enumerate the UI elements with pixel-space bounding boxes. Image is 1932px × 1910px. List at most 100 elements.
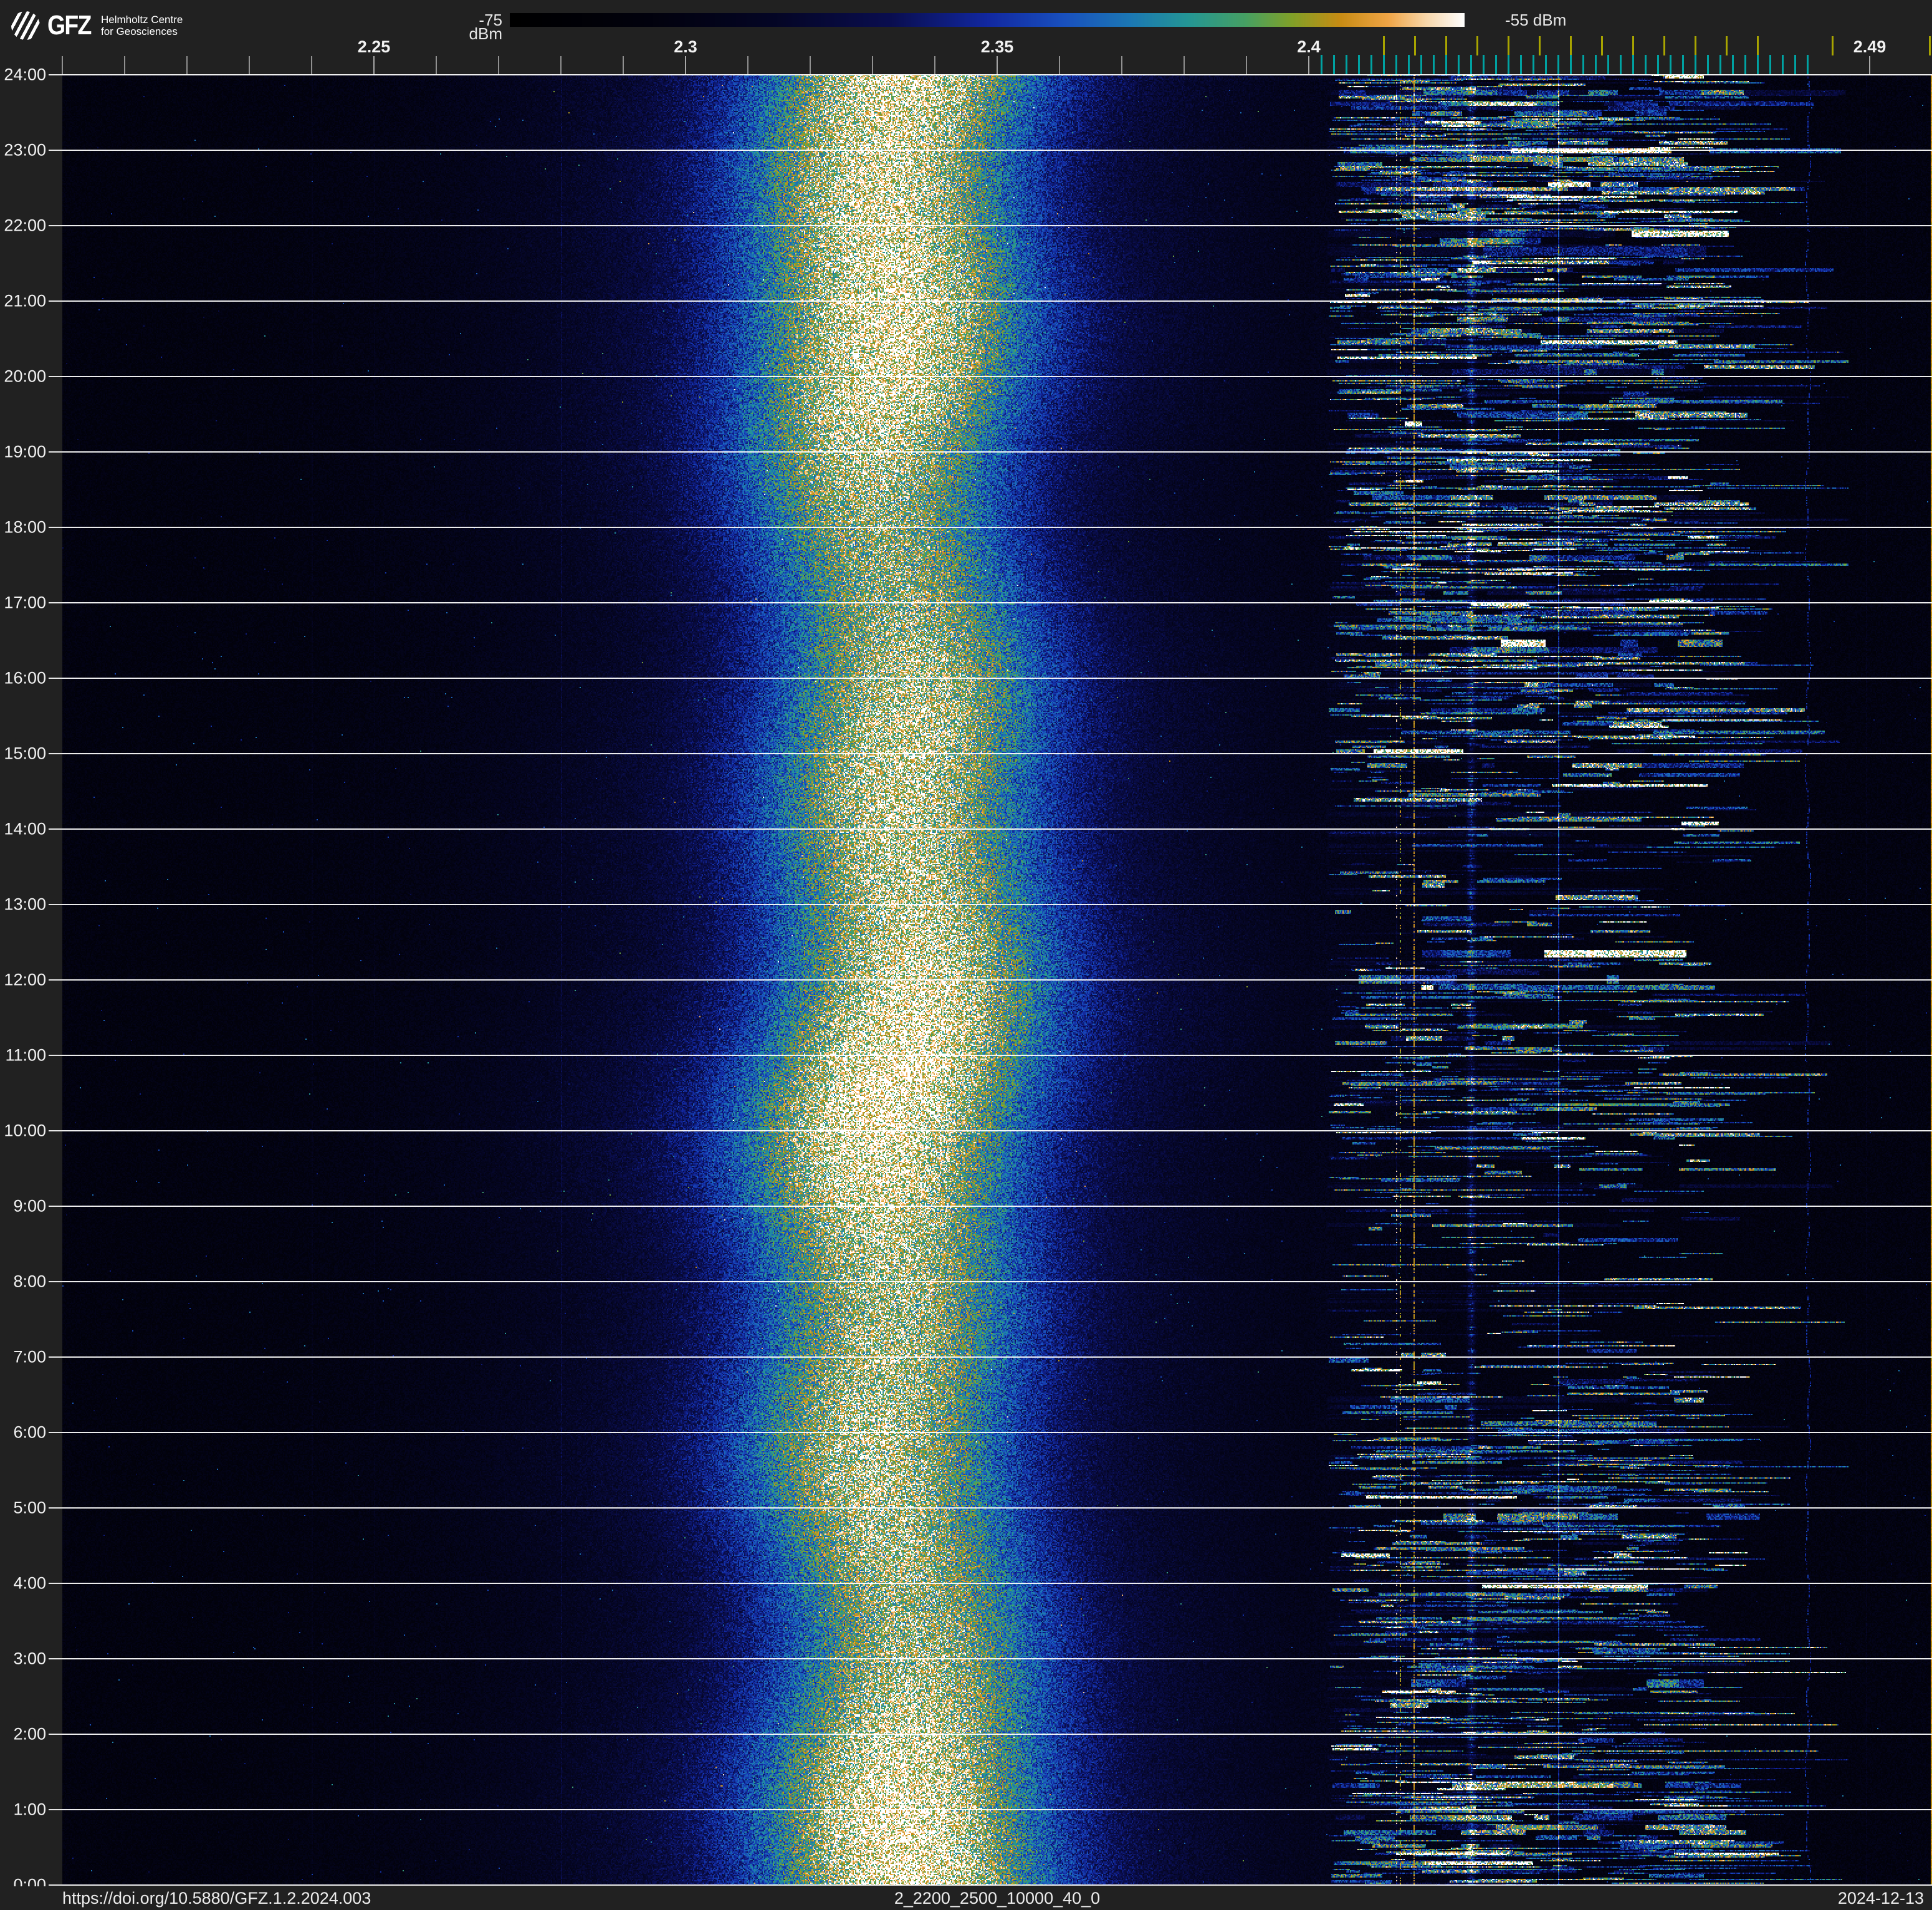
wifi-channel-tick bbox=[1632, 36, 1634, 55]
ble-channel-tick bbox=[1458, 55, 1460, 75]
ble-channel-tick bbox=[1333, 55, 1335, 75]
hour-gridline bbox=[62, 376, 1932, 377]
wifi-channel-tick bbox=[1726, 36, 1728, 55]
freq-major-tick bbox=[1869, 56, 1870, 75]
hour-tick bbox=[49, 904, 62, 905]
hour-gridline bbox=[62, 753, 1932, 754]
freq-tick-label: 2.49 bbox=[1853, 37, 1887, 56]
freq-tick-label: 2.25 bbox=[357, 37, 391, 56]
hour-tick-label: 9:00 bbox=[13, 1196, 46, 1216]
hour-gridline bbox=[62, 527, 1932, 528]
wifi-channel-tick bbox=[1476, 36, 1478, 55]
doi-link[interactable]: https://doi.org/10.5880/GFZ.1.2.2024.003 bbox=[62, 1889, 371, 1908]
hour-tick-label: 21:00 bbox=[4, 291, 46, 310]
hour-tick bbox=[49, 602, 62, 603]
ble-channel-tick bbox=[1358, 55, 1360, 75]
ble-channel-tick bbox=[1682, 55, 1684, 75]
ble-channel-tick bbox=[1395, 55, 1397, 75]
ble-channel-tick bbox=[1483, 55, 1485, 75]
hour-gridline bbox=[62, 150, 1932, 151]
freq-minor-tick bbox=[311, 56, 312, 75]
hour-gridline bbox=[62, 1658, 1932, 1659]
hour-tick-label: 18:00 bbox=[4, 517, 46, 537]
hour-gridline bbox=[62, 1281, 1932, 1282]
hour-tick bbox=[49, 527, 62, 528]
hour-tick bbox=[49, 1281, 62, 1282]
hour-gridline bbox=[62, 300, 1932, 302]
hour-tick bbox=[49, 678, 62, 679]
wifi-channel-tick bbox=[1601, 36, 1603, 55]
hour-gridline bbox=[62, 1130, 1932, 1131]
hour-gridline bbox=[62, 1734, 1932, 1735]
freq-minor-tick bbox=[1184, 56, 1185, 75]
ble-channel-tick bbox=[1782, 55, 1784, 75]
ble-channel-tick bbox=[1545, 55, 1547, 75]
hour-tick bbox=[49, 150, 62, 151]
hour-gridline bbox=[62, 602, 1932, 603]
hour-gridline bbox=[62, 828, 1932, 830]
ble-channel-tick bbox=[1370, 55, 1372, 75]
freq-tick-label: 2.3 bbox=[674, 37, 697, 56]
hour-tick-label: 13:00 bbox=[4, 895, 46, 914]
ble-channel-tick bbox=[1346, 55, 1347, 75]
freq-minor-tick bbox=[1121, 56, 1122, 75]
freq-major-tick bbox=[997, 56, 998, 75]
hour-gridline bbox=[62, 1809, 1932, 1810]
ble-channel-tick bbox=[1695, 55, 1696, 75]
hour-tick bbox=[49, 979, 62, 981]
ble-channel-tick bbox=[1557, 55, 1559, 75]
hour-tick-label: 1:00 bbox=[13, 1800, 46, 1819]
ble-channel-tick bbox=[1383, 55, 1385, 75]
gfz-logo-text: GFZ Helmholtz Centre for Geosciences bbox=[47, 10, 183, 41]
hour-gridline bbox=[62, 1884, 1932, 1886]
wifi-channel-tick bbox=[1445, 36, 1447, 55]
hour-gridline bbox=[62, 451, 1932, 453]
hour-tick bbox=[49, 1884, 62, 1886]
footer-bar bbox=[0, 1886, 1932, 1910]
ble-channel-tick bbox=[1707, 55, 1709, 75]
ble-channel-tick bbox=[1433, 55, 1435, 75]
hour-tick-label: 14:00 bbox=[4, 819, 46, 838]
ble-channel-tick bbox=[1620, 55, 1622, 75]
ble-channel-tick bbox=[1807, 55, 1809, 75]
freq-major-tick bbox=[685, 56, 686, 75]
wifi-channel-tick bbox=[1383, 36, 1385, 55]
ble-channel-tick bbox=[1732, 55, 1734, 75]
hour-tick-label: 2:00 bbox=[13, 1724, 46, 1744]
hour-tick-label: 12:00 bbox=[4, 970, 46, 989]
freq-minor-tick bbox=[186, 56, 188, 75]
hour-gridline bbox=[62, 904, 1932, 905]
ble-channel-tick bbox=[1794, 55, 1796, 75]
wifi-channel-tick bbox=[1832, 36, 1834, 55]
wifi-channel-tick bbox=[1414, 36, 1416, 55]
freq-minor-tick bbox=[560, 56, 562, 75]
hour-tick bbox=[49, 828, 62, 830]
date-label: 2024-12-13 bbox=[1837, 1889, 1924, 1908]
hour-tick bbox=[49, 1055, 62, 1056]
freq-major-tick bbox=[373, 56, 375, 75]
hour-tick-label: 22:00 bbox=[4, 216, 46, 235]
hour-tick bbox=[49, 1507, 62, 1509]
ble-channel-tick bbox=[1744, 55, 1746, 75]
hour-tick-label: 7:00 bbox=[13, 1347, 46, 1366]
hour-gridline bbox=[62, 1055, 1932, 1056]
freq-minor-tick bbox=[934, 56, 935, 75]
hour-tick-label: 5:00 bbox=[13, 1498, 46, 1517]
ble-channel-tick bbox=[1595, 55, 1597, 75]
colorbar-min-label: -75 dBm bbox=[469, 11, 502, 43]
hour-gridline bbox=[62, 1356, 1932, 1358]
hour-tick bbox=[49, 1809, 62, 1810]
freq-minor-tick bbox=[436, 56, 437, 75]
freq-minor-tick bbox=[249, 56, 250, 75]
colorbar-max-label: -55 dBm bbox=[1505, 11, 1567, 29]
ble-channel-tick bbox=[1508, 55, 1509, 75]
hour-tick bbox=[49, 225, 62, 226]
ble-channel-tick bbox=[1533, 55, 1534, 75]
ble-channel-tick bbox=[1520, 55, 1522, 75]
freq-tick-label: 2.35 bbox=[980, 37, 1014, 56]
logo-name-line2: for Geosciences bbox=[100, 26, 178, 37]
hour-tick-label: 8:00 bbox=[13, 1272, 46, 1291]
hour-tick bbox=[49, 376, 62, 377]
freq-minor-tick bbox=[62, 56, 63, 75]
ble-channel-tick bbox=[1570, 55, 1572, 75]
